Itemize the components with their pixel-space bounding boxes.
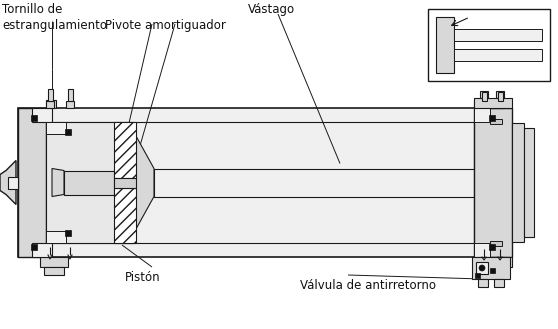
- Bar: [489, 244, 495, 250]
- Bar: [474, 243, 490, 257]
- Bar: [68, 89, 73, 101]
- Bar: [474, 98, 512, 108]
- Bar: [66, 101, 74, 108]
- Bar: [46, 231, 66, 243]
- Bar: [489, 115, 495, 121]
- Polygon shape: [0, 161, 16, 205]
- Bar: [494, 279, 504, 287]
- Bar: [65, 129, 71, 135]
- Bar: [436, 17, 454, 73]
- Text: Tornillo de
estrangulamiento: Tornillo de estrangulamiento: [2, 3, 107, 32]
- Bar: [496, 91, 504, 98]
- Circle shape: [479, 265, 485, 271]
- Bar: [47, 89, 52, 101]
- Bar: [46, 122, 66, 134]
- Bar: [18, 108, 512, 257]
- Bar: [474, 100, 502, 108]
- Bar: [31, 115, 37, 121]
- Bar: [474, 257, 502, 265]
- Bar: [474, 108, 490, 122]
- Bar: [472, 257, 510, 279]
- Bar: [482, 267, 502, 275]
- Bar: [46, 101, 54, 108]
- Bar: [480, 91, 488, 98]
- Polygon shape: [136, 136, 154, 229]
- Bar: [490, 241, 502, 246]
- Bar: [46, 100, 56, 108]
- Bar: [46, 122, 474, 243]
- Bar: [475, 273, 480, 278]
- Bar: [524, 128, 534, 237]
- Bar: [512, 123, 524, 242]
- Bar: [65, 230, 71, 236]
- Bar: [64, 170, 114, 194]
- Bar: [478, 257, 506, 267]
- Bar: [454, 49, 542, 61]
- Bar: [114, 178, 136, 188]
- Bar: [474, 257, 512, 267]
- Bar: [18, 108, 46, 257]
- Bar: [490, 119, 502, 124]
- Text: Pivote amortiguador: Pivote amortiguador: [105, 19, 226, 32]
- Bar: [32, 243, 52, 257]
- Bar: [114, 122, 136, 178]
- Bar: [476, 262, 488, 274]
- Bar: [482, 92, 487, 101]
- Bar: [46, 257, 56, 265]
- Bar: [474, 108, 512, 257]
- Bar: [31, 244, 37, 250]
- Text: Válvula de antirretorno: Válvula de antirretorno: [300, 279, 436, 292]
- Polygon shape: [52, 168, 64, 196]
- Bar: [8, 176, 18, 189]
- Bar: [454, 29, 542, 41]
- Bar: [46, 122, 133, 243]
- Bar: [114, 188, 136, 243]
- Bar: [40, 257, 68, 267]
- Bar: [428, 9, 550, 81]
- Bar: [32, 108, 52, 122]
- Bar: [154, 168, 474, 196]
- Bar: [44, 267, 64, 275]
- Text: Vástago: Vástago: [248, 3, 295, 16]
- Bar: [478, 279, 488, 287]
- Bar: [498, 92, 503, 101]
- Text: Pistón: Pistón: [125, 271, 161, 284]
- Bar: [490, 268, 495, 273]
